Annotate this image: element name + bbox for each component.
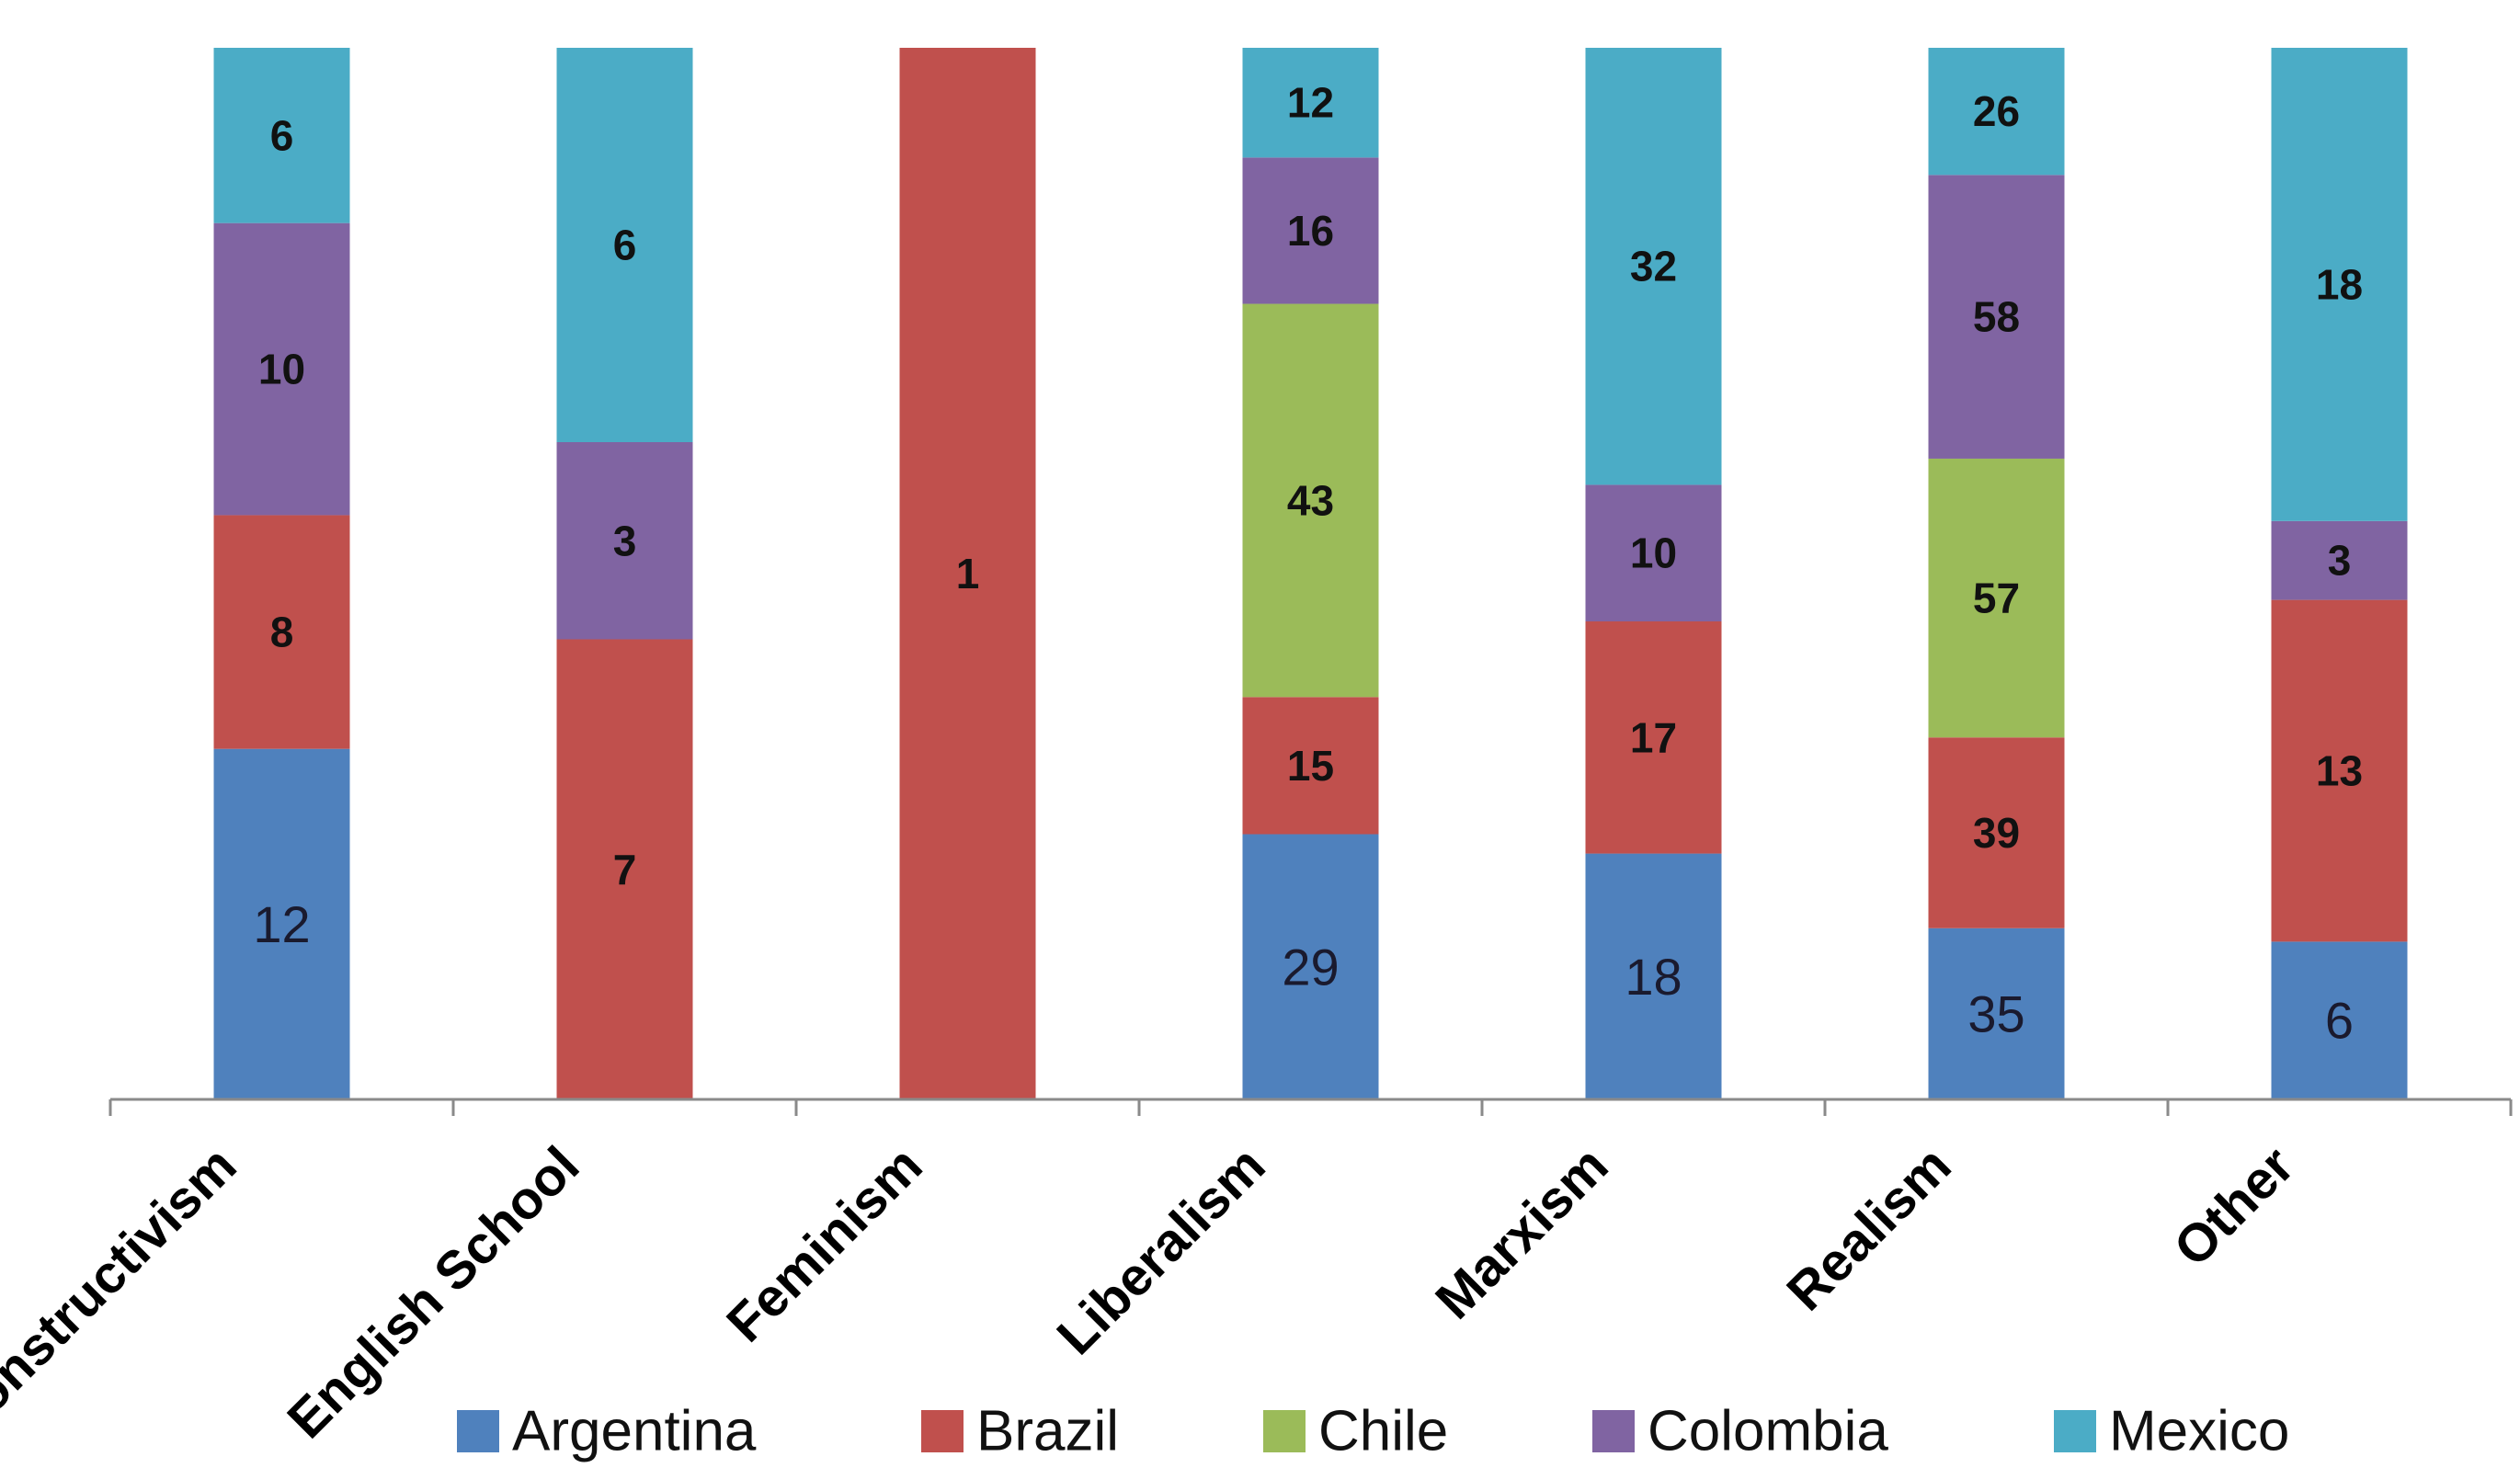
category-label: Other bbox=[2162, 1135, 2305, 1278]
bar-segment-other-mexico bbox=[2271, 48, 2408, 521]
bar-segment-liberalism-mexico bbox=[1242, 48, 1379, 158]
data-label-realism-brazil: 39 bbox=[1973, 809, 2020, 857]
bar-segment-marxism-mexico bbox=[1585, 48, 1722, 485]
data-label-liberalism-mexico: 12 bbox=[1287, 79, 1334, 127]
data-label-liberalism-colombia: 16 bbox=[1287, 207, 1334, 255]
x-axis bbox=[108, 1098, 2513, 1116]
legend: Argentina Brazil Chile Colombia Mexico bbox=[457, 1400, 2289, 1463]
data-label-constructivism-mexico: 6 bbox=[270, 111, 294, 159]
data-label-english-school-mexico: 6 bbox=[613, 222, 637, 269]
bar-segment-realism-mexico bbox=[1928, 48, 2065, 176]
legend-swatch-chile bbox=[1263, 1410, 1306, 1452]
bar-segment-realism-colombia bbox=[1928, 175, 2065, 459]
bars-group: 12 8 10 6 7 3 6 1 29 15 43 16 12 18 17 10 32 35 39 57 58 26 6 1… bbox=[213, 48, 2408, 1099]
legend-label-argentina: Argentina bbox=[512, 1400, 757, 1463]
bar-segment-liberalism-chile bbox=[1242, 303, 1379, 698]
bar-segment-liberalism-brazil bbox=[1242, 697, 1379, 835]
bar-segment-marxism-colombia bbox=[1585, 484, 1722, 621]
legend-label-chile: Chile bbox=[1318, 1400, 1448, 1463]
data-label-marxism-brazil: 17 bbox=[1630, 713, 1677, 761]
data-label-other-mexico: 18 bbox=[2316, 260, 2363, 308]
bar-segment-liberalism-colombia bbox=[1242, 157, 1379, 304]
legend-swatch-argentina bbox=[457, 1410, 499, 1452]
category-label: Liberalism bbox=[1045, 1135, 1276, 1366]
bar-segment-other-colombia bbox=[2271, 520, 2408, 600]
legend-swatch-colombia bbox=[1592, 1410, 1635, 1452]
legend-label-brazil: Brazil bbox=[976, 1400, 1119, 1463]
data-label-english-school-brazil: 7 bbox=[613, 846, 637, 893]
category-label: Realism bbox=[1775, 1135, 1962, 1322]
bar-segment-english-school-colombia bbox=[556, 442, 693, 640]
bar-segment-marxism-argentina bbox=[1585, 853, 1722, 1099]
category-labels: Constructivism English School Feminism Libe… bbox=[0, 1135, 2305, 1452]
bar-segment-realism-chile bbox=[1928, 458, 2065, 738]
data-label-realism-mexico: 26 bbox=[1973, 87, 2020, 135]
category-label: Constructivism bbox=[0, 1135, 247, 1452]
bar-segment-realism-brazil bbox=[1928, 737, 2065, 928]
data-label-feminism-brazil: 1 bbox=[956, 550, 980, 597]
data-label-realism-chile: 57 bbox=[1973, 575, 2020, 622]
data-label-constructivism-argentina: 12 bbox=[253, 895, 310, 953]
data-label-other-brazil: 13 bbox=[2316, 747, 2363, 795]
data-label-marxism-argentina: 18 bbox=[1625, 948, 1682, 1006]
legend-label-mexico: Mexico bbox=[2109, 1400, 2289, 1463]
bar-segment-feminism-brazil bbox=[899, 48, 1036, 1099]
bar-segment-other-brazil bbox=[2271, 599, 2408, 942]
bar-segment-constructivism-mexico bbox=[213, 48, 350, 223]
bar-segment-marxism-brazil bbox=[1585, 621, 1722, 854]
data-label-liberalism-chile: 43 bbox=[1287, 476, 1334, 524]
data-label-liberalism-argentina: 29 bbox=[1282, 938, 1339, 996]
bar-segment-liberalism-argentina bbox=[1242, 834, 1379, 1099]
bar-segment-english-school-brazil bbox=[556, 639, 693, 1099]
bar-segment-constructivism-argentina bbox=[213, 748, 350, 1099]
data-label-constructivism-colombia: 10 bbox=[258, 346, 305, 393]
data-label-other-argentina: 6 bbox=[2325, 992, 2354, 1050]
bar-segment-constructivism-colombia bbox=[213, 222, 350, 516]
bar-segment-realism-argentina bbox=[1928, 927, 2065, 1099]
data-label-marxism-colombia: 10 bbox=[1630, 529, 1677, 577]
data-label-english-school-colombia: 3 bbox=[613, 517, 637, 564]
data-label-other-colombia: 3 bbox=[2328, 537, 2352, 585]
data-label-realism-colombia: 58 bbox=[1973, 293, 2020, 341]
data-label-liberalism-brazil: 15 bbox=[1287, 742, 1334, 790]
bar-segment-english-school-mexico bbox=[556, 48, 693, 442]
bar-segment-other-argentina bbox=[2271, 941, 2408, 1099]
bar-segment-constructivism-brazil bbox=[213, 515, 350, 749]
legend-swatch-brazil bbox=[921, 1410, 964, 1452]
category-label: Marxism bbox=[1424, 1135, 1619, 1330]
data-label-realism-argentina: 35 bbox=[1967, 984, 2024, 1042]
data-label-constructivism-brazil: 8 bbox=[270, 609, 294, 656]
legend-label-colombia: Colombia bbox=[1648, 1400, 1888, 1463]
legend-swatch-mexico bbox=[2054, 1410, 2096, 1452]
category-label: Feminism bbox=[715, 1135, 933, 1353]
data-label-marxism-mexico: 32 bbox=[1630, 243, 1677, 290]
